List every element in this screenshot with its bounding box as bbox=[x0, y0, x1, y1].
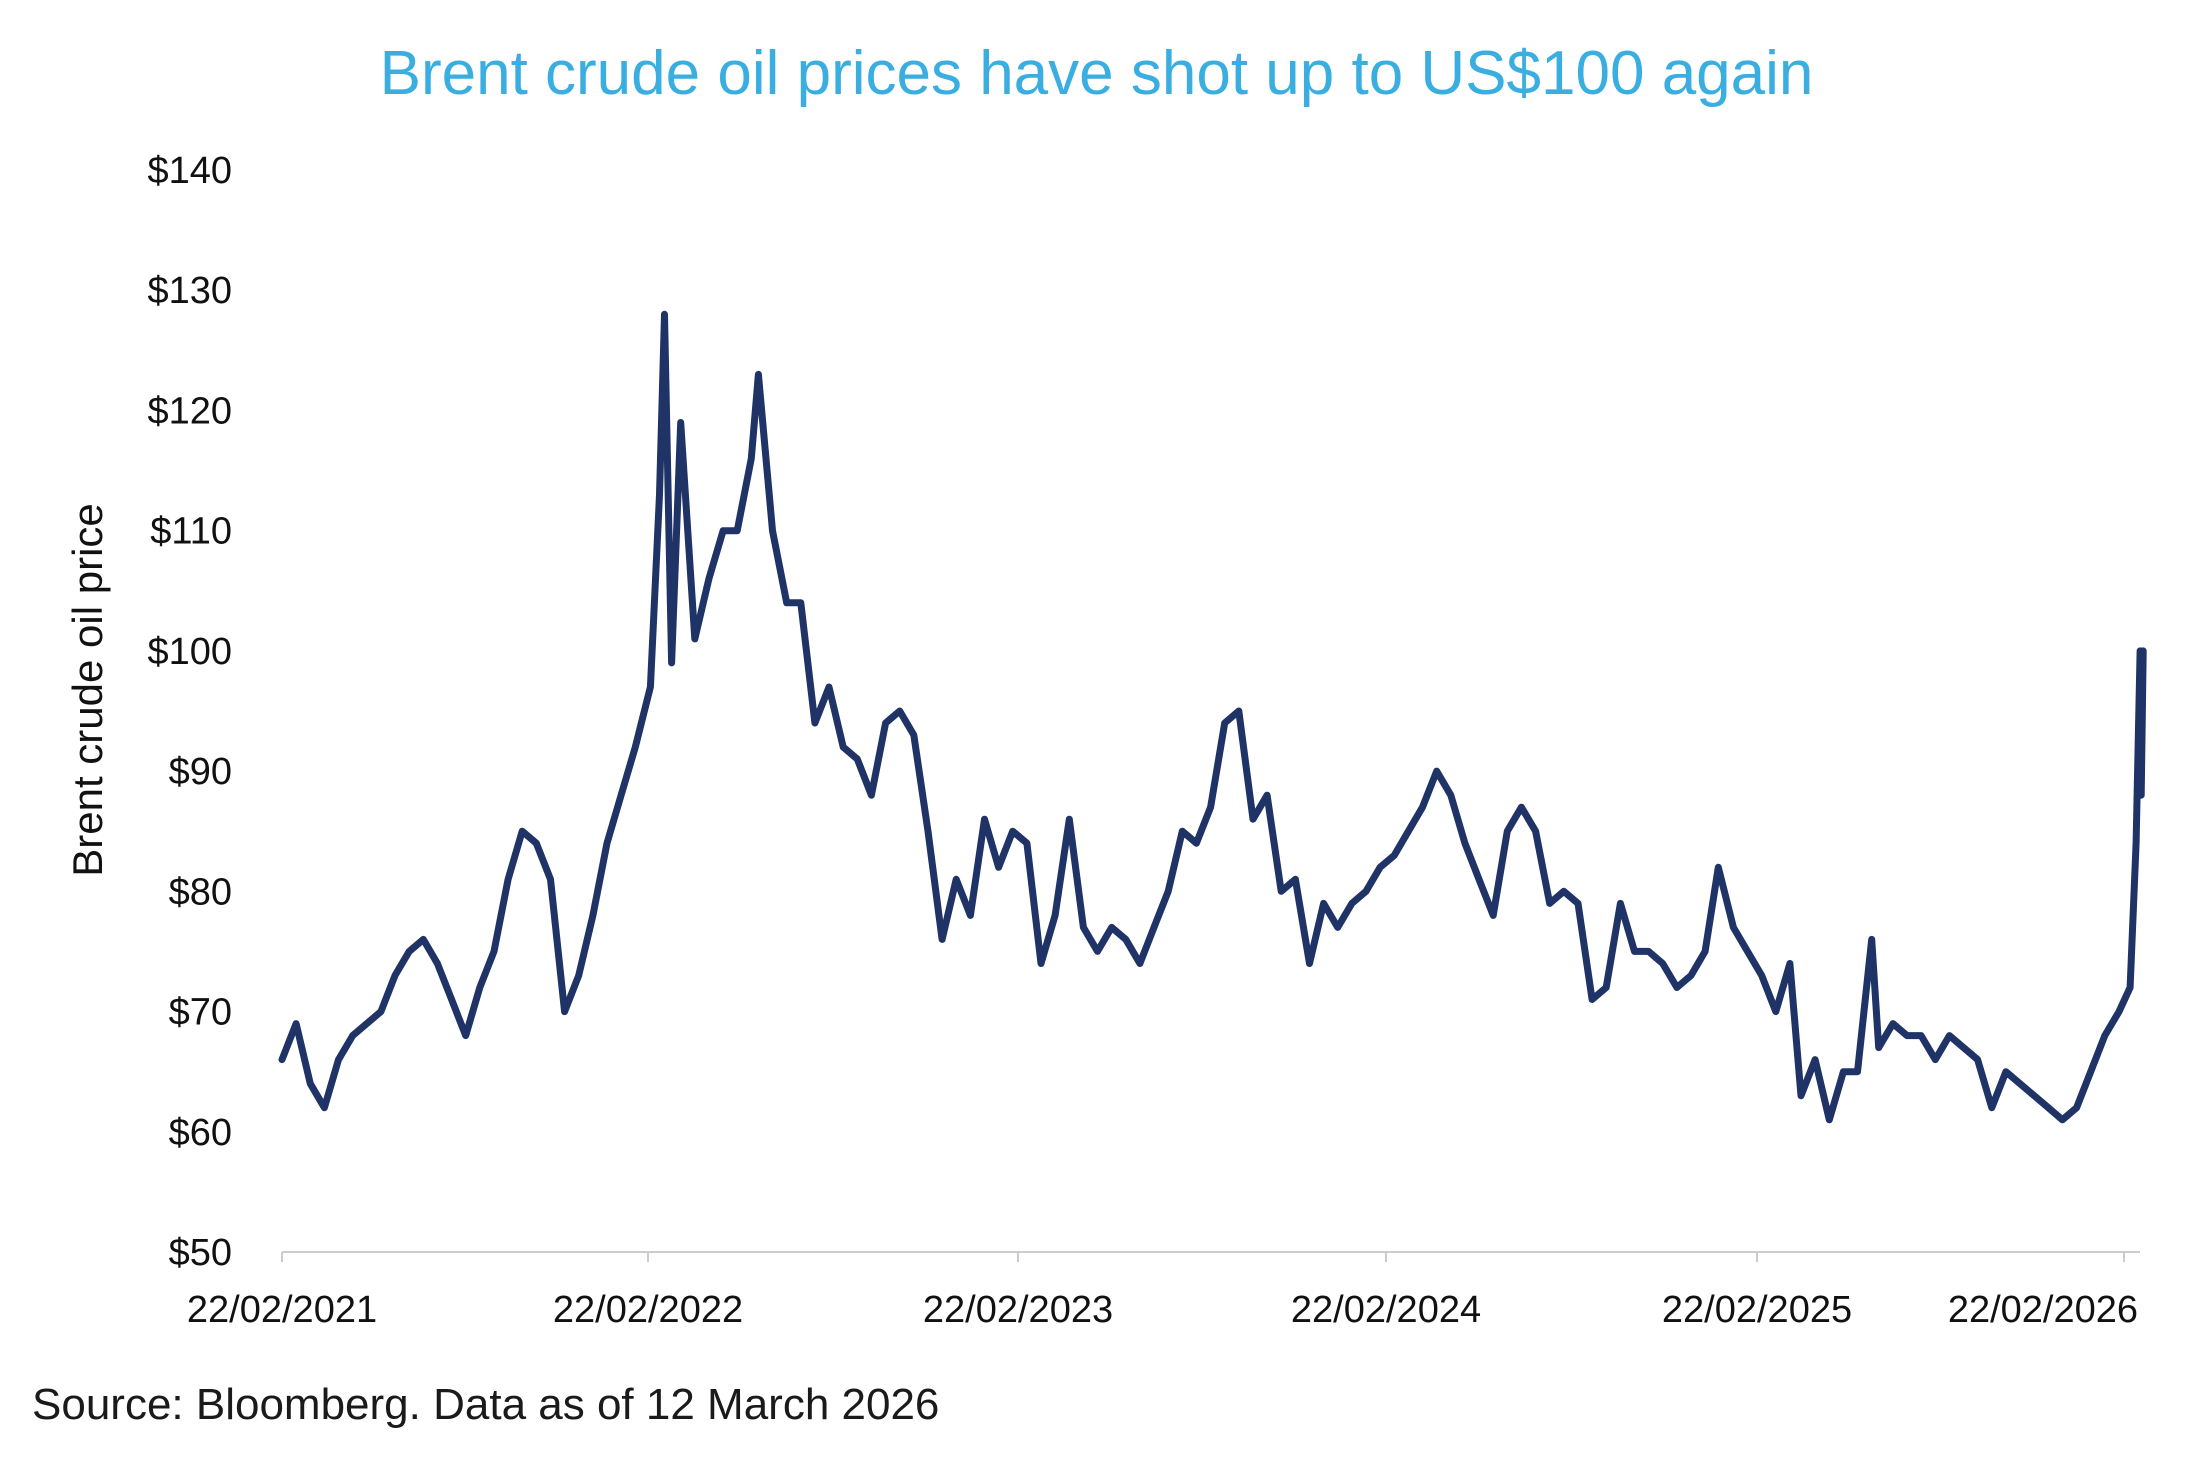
y-tick-label: $140 bbox=[147, 150, 232, 192]
y-tick-label: $110 bbox=[150, 511, 232, 553]
y-tick-label: $80 bbox=[169, 871, 232, 913]
y-axis-label: Brent crude oil price bbox=[64, 503, 111, 877]
chart-title: Brent crude oil prices have shot up to U… bbox=[379, 39, 1814, 108]
y-tick-label: $50 bbox=[169, 1232, 232, 1274]
y-tick-label: $90 bbox=[169, 751, 232, 793]
x-tick-label: 22/02/2023 bbox=[923, 1289, 1113, 1331]
x-axis-ticks: 22/02/2021 22/02/2022 22/02/2023 22/02/2024… bbox=[187, 1252, 2138, 1331]
y-tick-label: $70 bbox=[169, 992, 232, 1034]
y-tick-label: $100 bbox=[147, 631, 232, 673]
x-tick-label: 22/02/2025 bbox=[1662, 1289, 1852, 1331]
x-tick-label: 22/02/2026 bbox=[1948, 1289, 2138, 1331]
x-tick-label: 22/02/2024 bbox=[1291, 1289, 1481, 1331]
y-tick-label: $120 bbox=[147, 390, 232, 432]
x-tick-label: 22/02/2021 bbox=[187, 1289, 377, 1331]
y-tick-label: $60 bbox=[169, 1112, 232, 1154]
x-tick-label: 22/02/2022 bbox=[553, 1289, 743, 1331]
y-axis-ticks: $50 $60 $70 $80 $90 $100 $110 $120 $130 $140 bbox=[147, 150, 232, 1274]
series-line-brent bbox=[278, 310, 2147, 1124]
y-tick-label: $130 bbox=[147, 270, 232, 312]
source-note: Source: Bloomberg. Data as of 12 March 2… bbox=[32, 1380, 940, 1429]
y-axis-label-group: Brent crude oil price bbox=[64, 503, 111, 877]
